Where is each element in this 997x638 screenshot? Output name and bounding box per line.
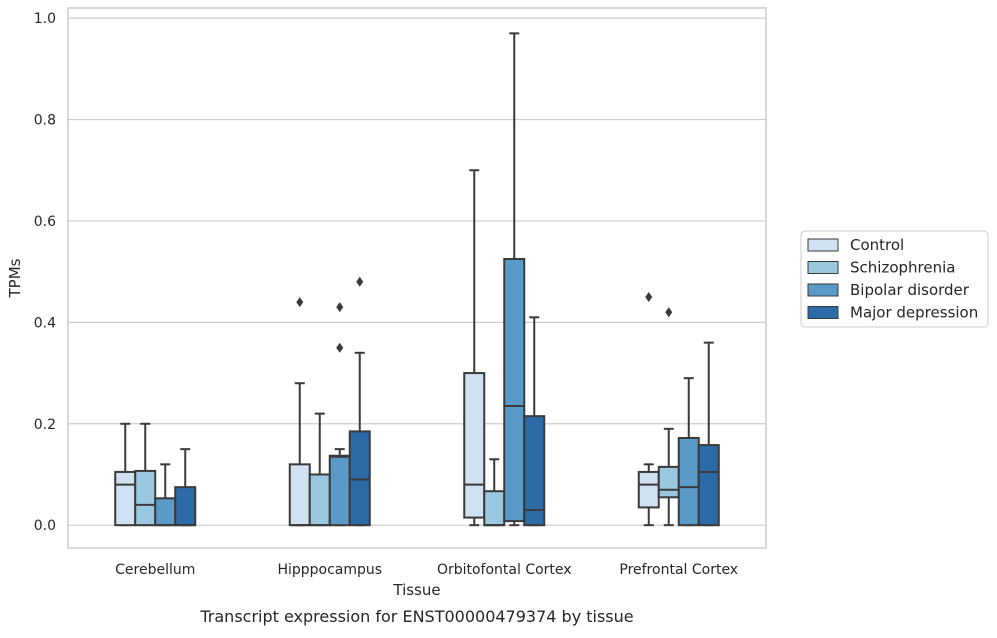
box-iqr [697,444,720,527]
box-bipolar-disorder [677,377,700,527]
box-schizophrenia [657,307,680,527]
x-axis-ticks: Cerebellum Hipppocampus Orbitofontal Corte… [115,562,738,578]
legend-items: Control Schizophrenia Bipolar disorder Majo… [807,236,978,322]
box-schizophrenia [134,422,157,527]
outlier-point [356,276,364,287]
y-tick-label: 0.0 [34,518,56,534]
box-control [637,292,660,527]
outlier-point [645,292,653,303]
x-tick-label: Orbitofontal Cortex [437,562,572,578]
plot-area-frame [67,7,767,549]
y-tick-label: 0.2 [34,417,56,433]
y-tick-label: 1.0 [34,11,56,27]
x-axis-title: Tissue [392,581,440,599]
outlier-point [665,307,673,318]
legend: Control Schizophrenia Bipolar disorder Majo… [800,230,989,328]
legend-swatch [807,306,839,319]
legend-label: Control [850,236,904,254]
box-control [288,297,311,527]
legend-frame [800,230,989,328]
legend-swatch [807,238,839,252]
legend-swatch [807,261,839,274]
box-schizophrenia [308,412,331,527]
box-iqr [523,415,546,527]
outlier-point [336,342,344,353]
box-control [463,169,486,527]
box-iqr [308,473,331,527]
outlier-point [336,302,344,313]
box-bipolar-disorder [503,32,526,527]
y-tick-label: 0.4 [34,315,56,331]
box-iqr [657,465,680,499]
y-axis-title: TPMs [6,258,24,298]
box-iqr [154,497,177,527]
box-iqr [463,372,486,519]
box-control [114,422,137,527]
x-tick-label: Cerebellum [115,562,195,578]
box-major-depression [348,276,371,527]
box-iqr [174,486,197,527]
legend-label: Schizophrenia [850,259,955,277]
box-iqr [637,470,660,509]
grid-lines [68,17,766,526]
box-iqr [328,454,351,527]
box-major-depression [697,341,720,527]
x-tick-label: Prefrontal Cortex [619,562,738,578]
y-axis-ticks: 0.0 0.2 0.4 0.6 0.8 1.0 [34,11,56,534]
x-tick-label: Hipppocampus [277,562,382,578]
box-iqr [677,436,700,527]
box-iqr [114,470,137,527]
box-schizophrenia [483,458,506,527]
box-iqr [503,257,526,523]
chart-caption: Transcript expression for ENST0000047937… [199,607,633,626]
legend-swatch [807,283,839,297]
box-major-depression [174,448,197,527]
legend-label: Major depression [850,304,978,322]
outlier-point [296,297,304,308]
y-tick-label: 0.6 [34,214,56,230]
box-iqr [348,430,371,527]
box-major-depression [523,316,546,527]
y-tick-label: 0.8 [34,113,56,129]
legend-label: Bipolar disorder [850,281,970,299]
box-bipolar-disorder [328,302,351,527]
box-iqr [134,469,157,527]
box-iqr [483,490,506,527]
box-bipolar-disorder [154,463,177,527]
box-series-layer [114,32,720,527]
box-iqr [288,463,311,527]
